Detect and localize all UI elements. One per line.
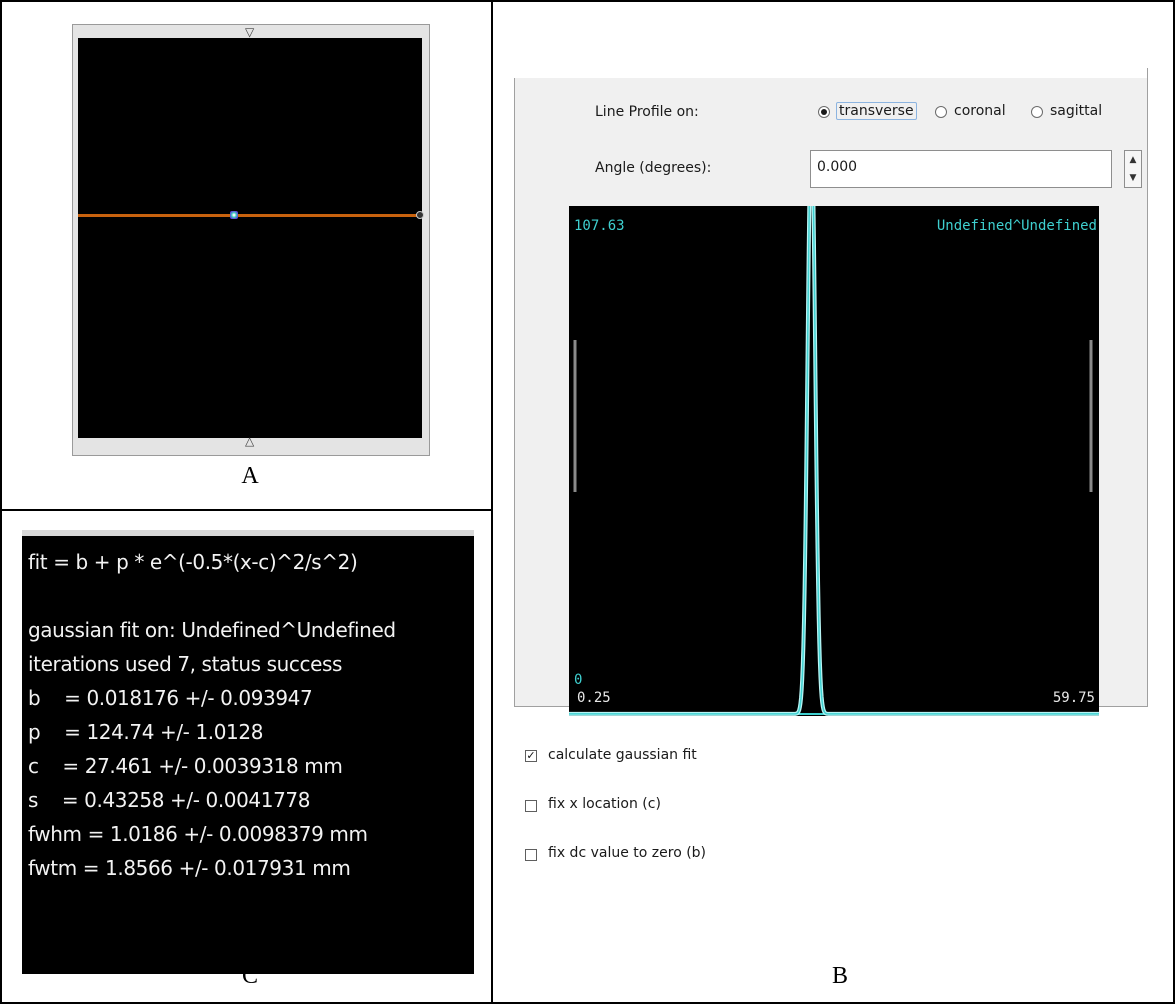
radio-sagittal-label[interactable]: sagittal	[1050, 103, 1103, 119]
transverse-image-view[interactable]	[78, 38, 424, 438]
line-profile-label: Line Profile on:	[595, 104, 699, 120]
y-max-label: 107.63	[574, 218, 625, 234]
radio-transverse-label[interactable]: transverse	[836, 102, 917, 120]
y-min-label: 0	[574, 672, 583, 688]
radio-coronal[interactable]	[935, 106, 947, 118]
point-source-image	[230, 211, 238, 219]
calculate-gaussian-fit-label[interactable]: calculate gaussian fit	[548, 747, 697, 763]
fit-target-line: gaussian fit on: Undefined^Undefined	[28, 618, 396, 642]
profile-plot-svg	[569, 206, 1099, 716]
figure-divider-vertical	[491, 0, 493, 1004]
angle-spinbox[interactable]: ▲ ▼	[1124, 150, 1142, 188]
profile-plot[interactable]: 107.63 Undefined^Undefined 0 0.25 59.75	[569, 206, 1099, 716]
caption-b: B	[831, 963, 848, 989]
radio-sagittal[interactable]	[1031, 106, 1043, 118]
caption-c: C	[241, 963, 258, 989]
fit-formula: fit = b + p * e^(-0.5*(x-c)^2/s^2)	[28, 550, 358, 574]
line-profile-line[interactable]	[78, 214, 422, 217]
fix-dc-value-label[interactable]: fix dc value to zero (b)	[548, 845, 707, 861]
profile-curve-core	[569, 206, 1099, 715]
x-max-label: 59.75	[1052, 690, 1095, 706]
spin-down-icon[interactable]: ▼	[1129, 173, 1137, 183]
figure-border-bottom	[0, 1002, 1175, 1004]
fit-results-panel: fit = b + p * e^(-0.5*(x-c)^2/s^2) gauss…	[22, 530, 474, 974]
calculate-gaussian-fit-checkbox[interactable]: ✓	[525, 749, 537, 762]
bottom-slice-marker-icon[interactable]: △	[245, 434, 255, 448]
fit-c-line: c = 27.461 +/- 0.0039318 mm	[28, 754, 343, 778]
fit-s-line: s = 0.43258 +/- 0.0041778	[28, 788, 311, 812]
caption-a: A	[241, 463, 259, 489]
figure-border-right	[1173, 0, 1175, 1004]
fit-fwhm-line: fwhm = 1.0186 +/- 0.0098379 mm	[28, 822, 368, 846]
figure-border-top	[0, 0, 1175, 2]
radio-coronal-label[interactable]: coronal	[954, 103, 1006, 119]
profile-curve	[569, 206, 1099, 716]
fit-b-line: b = 0.018176 +/- 0.093947	[28, 686, 313, 710]
x-min-label: 0.25	[577, 690, 611, 706]
spin-up-icon[interactable]: ▲	[1129, 155, 1137, 165]
fit-fwtm-line: fwtm = 1.8566 +/- 0.017931 mm	[28, 856, 351, 880]
line-endpoint-handle[interactable]	[416, 211, 424, 219]
angle-label: Angle (degrees):	[595, 160, 712, 176]
fix-x-location-label[interactable]: fix x location (c)	[548, 796, 661, 812]
radio-transverse[interactable]	[818, 106, 830, 118]
fit-p-line: p = 124.74 +/- 1.0128	[28, 720, 264, 744]
series-label: Undefined^Undefined	[936, 218, 1097, 234]
figure-border-left	[0, 0, 2, 1004]
angle-input[interactable]: 0.000	[810, 150, 1112, 188]
fit-iterations-line: iterations used 7, status success	[28, 652, 343, 676]
panel-top-strip	[514, 66, 1147, 78]
fix-dc-value-checkbox[interactable]	[525, 849, 537, 861]
figure-divider-horizontal	[0, 509, 493, 511]
top-slice-marker-icon[interactable]: ▽	[245, 25, 255, 39]
fix-x-location-checkbox[interactable]	[525, 800, 537, 812]
